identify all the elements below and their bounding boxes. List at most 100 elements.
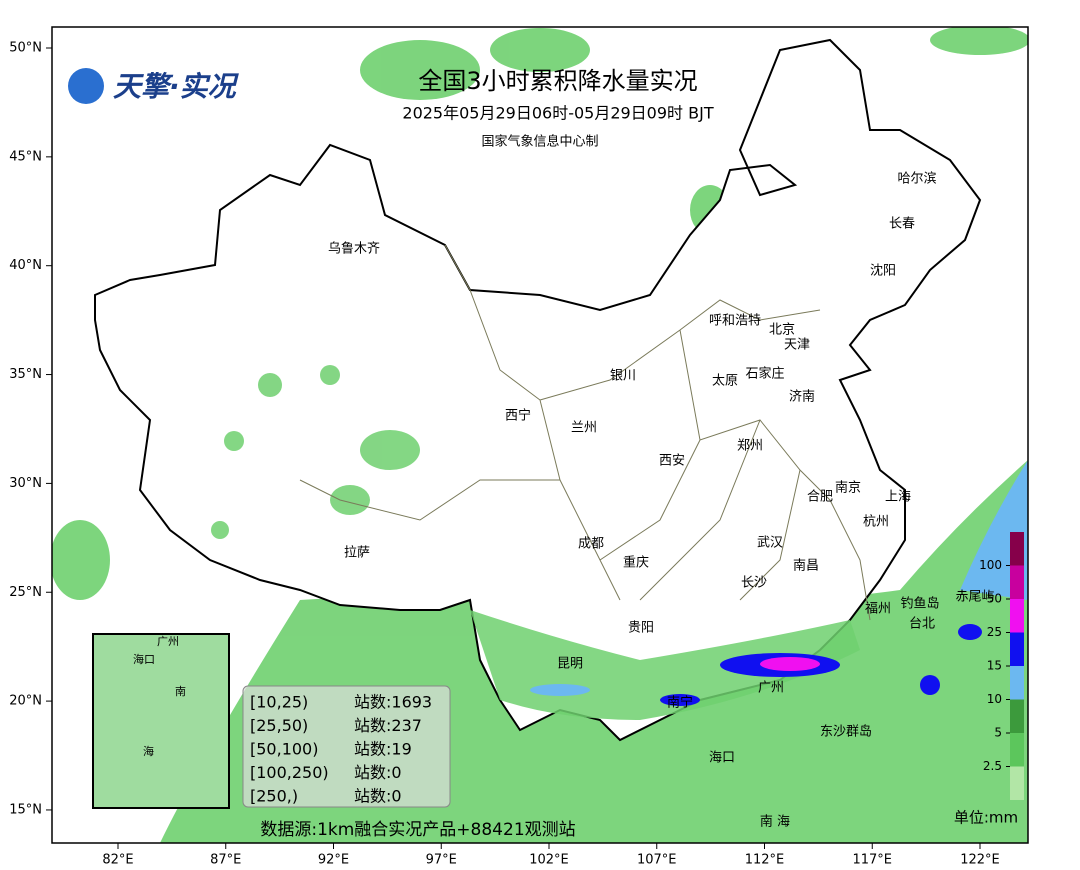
lat-label: 25°N xyxy=(9,585,42,600)
stats-range: [250,) xyxy=(250,787,298,806)
colorbar: 2.5 5 10 15 25 50 100 xyxy=(979,532,1024,800)
subtitle: 2025年05月29日06时-05月29日09时 BJT xyxy=(402,104,713,123)
stats-count: 站数:0 xyxy=(354,763,402,782)
lat-label: 45°N xyxy=(9,149,42,164)
colorbar-label: 50 xyxy=(987,592,1002,606)
place-label: 太原 xyxy=(712,374,738,389)
stats-range: [50,100) xyxy=(250,740,318,759)
china-border xyxy=(94,38,982,742)
inset-label: 南 xyxy=(175,685,186,698)
stats-box xyxy=(242,685,451,808)
place-label: 南昌 xyxy=(793,558,819,574)
place-label: 上海 xyxy=(885,490,911,505)
place-label: 银川 xyxy=(610,369,636,384)
lon-label: 112°E xyxy=(745,853,785,868)
colorbar-label: 10 xyxy=(987,692,1002,706)
lat-label: 15°N xyxy=(9,802,42,817)
place-label: 西宁 xyxy=(505,408,531,424)
colorbar-segment xyxy=(1010,599,1024,633)
lat-label: 35°N xyxy=(9,367,42,382)
place-label: 呼和浩特 xyxy=(709,314,761,329)
lat-label: 40°N xyxy=(9,258,42,273)
place-label: 拉萨 xyxy=(344,546,370,561)
place-label: 赤尾屿 xyxy=(955,590,994,605)
stats-count: 站数:237 xyxy=(354,716,422,735)
producer: 国家气象信息中心制 xyxy=(481,134,598,150)
lon-label: 87°E xyxy=(210,853,241,868)
colorbar-segment xyxy=(1010,632,1024,666)
place-label: 兰州 xyxy=(571,421,597,436)
place-label: 台北 xyxy=(909,617,935,632)
place-label: 西安 xyxy=(659,454,685,469)
colorbar-segment xyxy=(1010,565,1024,599)
lon-label: 107°E xyxy=(637,853,677,868)
lon-label: 82°E xyxy=(102,853,133,868)
place-label: 海口 xyxy=(709,751,735,766)
inset-map xyxy=(92,633,230,809)
lon-label: 92°E xyxy=(318,853,349,868)
place-label: 福州 xyxy=(865,602,891,617)
place-label: 长春 xyxy=(889,217,915,232)
inset-label: 海口 xyxy=(133,652,155,666)
axis-ticks: 50°N 45°N 40°N 35°N 30°N 25°N 20°N 15°N 82°E 87°E… xyxy=(9,41,1000,868)
inset-label: 海 xyxy=(143,744,154,758)
place-label: 合肥 xyxy=(807,490,833,505)
inset-label: 广州 xyxy=(157,635,179,648)
place-label: 长沙 xyxy=(741,576,767,591)
place-label: 南 海 xyxy=(760,814,790,830)
place-label: 郑州 xyxy=(737,439,763,454)
place-label: 重庆 xyxy=(623,555,649,571)
colorbar-label: 25 xyxy=(987,625,1002,639)
place-label: 沈阳 xyxy=(870,264,896,279)
stats: [10,25) 站数:1693 [25,50) 站数:237 [50,100) 站数:19… xyxy=(250,693,432,806)
place-label: 武汉 xyxy=(757,536,783,551)
colorbar-segment xyxy=(1010,532,1024,566)
stats-range: [25,50) xyxy=(250,716,308,735)
place-label: 东沙群岛 xyxy=(820,724,872,740)
logo-icon xyxy=(68,68,104,104)
place-label: 石家庄 xyxy=(745,366,784,382)
place-label: 广州 xyxy=(758,681,784,696)
lon-label: 117°E xyxy=(852,853,892,868)
colorbar-label: 100 xyxy=(979,558,1002,572)
stats-count: 站数:19 xyxy=(354,740,412,759)
lon-label: 102°E xyxy=(529,853,569,868)
place-label: 贵阳 xyxy=(628,621,654,636)
stats-count: 站数:0 xyxy=(354,787,402,806)
source: 数据源:1km融合实况产品+88421观测站 xyxy=(260,820,575,840)
place-label: 乌鲁木齐 xyxy=(328,241,380,257)
colorbar-segment xyxy=(1010,666,1024,700)
colorbar-label: 2.5 xyxy=(983,759,1002,773)
colorbar-label: 5 xyxy=(994,726,1002,740)
stats-range: [100,250) xyxy=(250,763,329,782)
lat-label: 20°N xyxy=(9,694,42,709)
unit: 单位:mm xyxy=(954,809,1018,827)
place-label: 哈尔滨 xyxy=(897,171,936,187)
colorbar-segment xyxy=(1010,699,1024,733)
place-label: 济南 xyxy=(789,389,815,405)
place-label: 杭州 xyxy=(863,515,889,530)
stats-count: 站数:1693 xyxy=(354,693,432,712)
place-label: 成都 xyxy=(578,537,604,552)
logo-text: 天擎·实况 xyxy=(113,70,240,103)
lon-label: 122°E xyxy=(960,853,1000,868)
place-label: 天津 xyxy=(784,338,810,353)
stats-range: [10,25) xyxy=(250,693,308,712)
title: 全国3小时累积降水量实况 xyxy=(418,67,697,95)
plot-frame xyxy=(51,26,1029,844)
lon-label: 97°E xyxy=(426,853,457,868)
place-label: 南京 xyxy=(835,480,861,496)
place-label: 昆明 xyxy=(557,657,583,672)
place-label: 钓鱼岛 xyxy=(900,596,939,612)
place-label: 北京 xyxy=(769,323,795,338)
lat-label: 30°N xyxy=(9,476,42,491)
lat-label: 50°N xyxy=(9,41,42,56)
colorbar-label: 15 xyxy=(987,659,1002,673)
place-label: 南宁 xyxy=(667,695,693,711)
colorbar-segment xyxy=(1010,733,1024,767)
province-borders xyxy=(299,244,871,621)
